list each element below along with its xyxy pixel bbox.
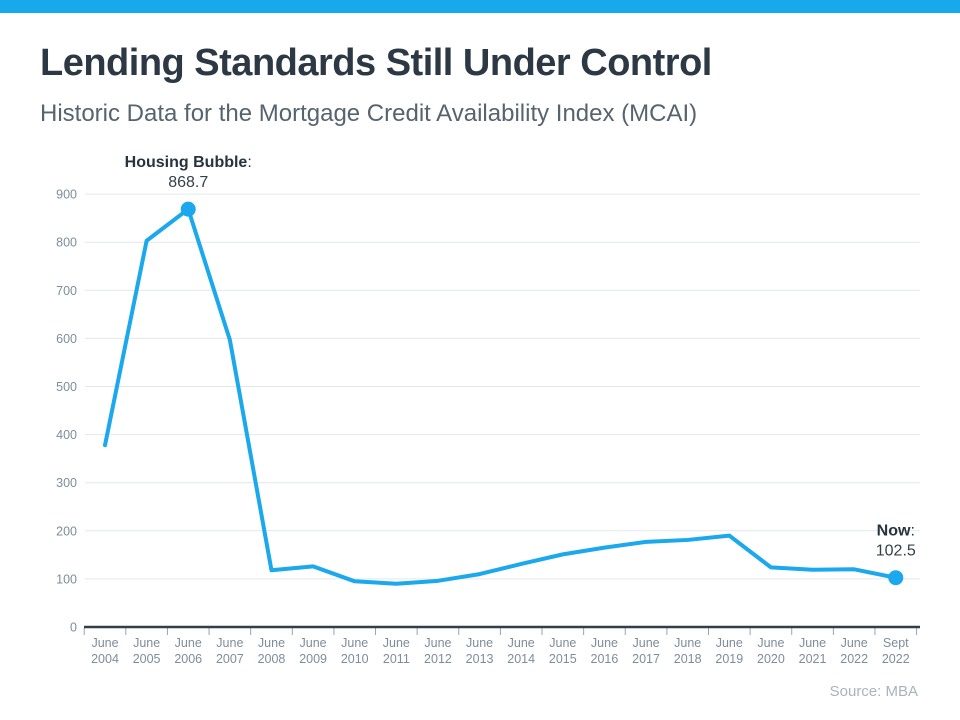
x-axis-label: June 2005: [133, 636, 161, 666]
annotation-value: 102.5: [876, 543, 916, 560]
annotation-label: Housing Bubble:: [125, 154, 252, 171]
top-accent-bar: [0, 0, 960, 13]
x-axis-label: June 2018: [674, 636, 702, 666]
x-axis-label: June 2007: [216, 636, 244, 666]
x-axis-label: June 2015: [549, 636, 577, 666]
y-axis-label: 600: [56, 332, 77, 346]
y-axis-label: 900: [56, 188, 77, 202]
x-axis-label: June 2019: [715, 636, 743, 666]
x-axis-label: June 2014: [507, 636, 535, 666]
data-point-marker: [180, 201, 196, 217]
y-axis-label: 800: [56, 236, 77, 250]
data-point-marker: [888, 570, 904, 586]
x-axis-label: June 2020: [757, 636, 785, 666]
x-axis-label: June 2016: [591, 636, 619, 666]
y-axis-label: 300: [56, 476, 77, 490]
x-axis-label: June 2011: [383, 636, 410, 666]
x-axis-label: June 2009: [299, 636, 327, 666]
x-axis-label: Sept 2022: [882, 636, 910, 666]
page-subtitle: Historic Data for the Mortgage Credit Av…: [40, 100, 698, 127]
y-axis-label: 400: [56, 428, 77, 442]
x-axis-label: June 2010: [341, 636, 369, 666]
source-credit: Source: MBA: [829, 683, 918, 700]
x-axis-label: June 2008: [258, 636, 286, 666]
page-title: Lending Standards Still Under Control: [40, 42, 712, 84]
x-axis-label: June 2021: [799, 636, 827, 666]
x-axis-label: June 2006: [174, 636, 202, 666]
y-axis-label: 0: [70, 621, 77, 635]
x-axis-label: June 2022: [840, 636, 868, 666]
x-axis-label: June 2017: [632, 636, 660, 666]
mcai-line-chart: 0 100 200 300 400 500 600 700 800 900 June 2004 June…: [56, 154, 920, 666]
mcai-line: [103, 207, 898, 586]
x-axis-label: June 2013: [466, 636, 494, 666]
x-axis-label: June 2004: [91, 636, 119, 666]
annotation-value: 868.7: [168, 174, 208, 191]
y-axis-label: 700: [56, 284, 77, 298]
y-axis-label: 500: [56, 380, 77, 394]
y-axis-label: 100: [56, 572, 77, 586]
y-axis-label: 200: [56, 524, 77, 538]
annotation-label: Now:: [877, 523, 915, 540]
x-axis-label: June 2012: [424, 636, 452, 666]
